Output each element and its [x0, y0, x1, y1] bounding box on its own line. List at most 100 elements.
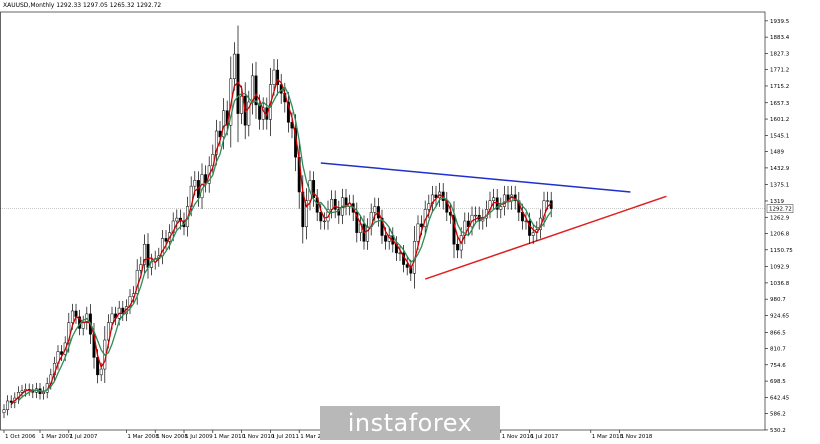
y-tick-label: 1601.2 [770, 117, 789, 123]
candle-body [222, 110, 226, 138]
candle-body [2, 409, 6, 413]
candle-body [384, 235, 388, 242]
price-label-box [766, 204, 794, 213]
candle-body [9, 400, 13, 403]
y-tick-label: 1827.3 [770, 51, 790, 57]
x-tick-label: 1 Mar 2008 [127, 434, 159, 440]
candle-body [333, 198, 337, 210]
candle-body [456, 243, 460, 251]
candle-body [6, 400, 10, 410]
y-tick-label: 1036.8 [770, 281, 790, 287]
candle-body [254, 75, 258, 106]
candle-body [261, 107, 265, 120]
candle-body [492, 197, 496, 201]
y-tick-label: 1432.9 [770, 166, 790, 172]
y-tick-label: 1262.9 [770, 215, 790, 221]
candle-body [546, 200, 550, 202]
candle-body [42, 392, 46, 394]
candle-body [232, 53, 236, 80]
y-tick-label: 1771.2 [770, 68, 789, 74]
candle-body [20, 390, 24, 393]
x-tick-label: 1 Oct 2006 [5, 434, 36, 440]
candle-body [247, 101, 251, 126]
candle-body [312, 180, 316, 199]
watermark-text: instaforex [347, 409, 473, 437]
x-tick-label: 1 Nov 2016 [502, 434, 534, 440]
candle-body [427, 203, 431, 210]
y-tick-label: 1883.4 [770, 35, 790, 41]
x-tick-label: 1 Jul 2009 [185, 434, 213, 440]
candle-body [398, 252, 402, 254]
x-tick-label: 1 Mar 2018 [592, 434, 624, 440]
y-tick-label: 1657.3 [770, 101, 790, 107]
candle-body [139, 264, 143, 271]
candle-body [106, 322, 110, 341]
candle-body [214, 130, 218, 155]
y-tick-label: 530.2 [770, 428, 786, 434]
y-tick-label: 1545.1 [770, 133, 789, 139]
candle-body [142, 243, 146, 265]
y-tick-label: 1715.2 [770, 84, 789, 90]
candle-body [81, 322, 85, 329]
candle-body [337, 209, 341, 216]
candle-body [330, 198, 334, 210]
ma-slow-line [10, 78, 552, 405]
candle-body [272, 69, 276, 85]
candle-body [502, 194, 506, 207]
candle-body [110, 313, 114, 323]
candle-body [200, 174, 204, 199]
candle-body [531, 232, 535, 236]
chart-header: XAUUSD,Monthly 1292.33 1297.05 1265.32 1… [3, 2, 162, 9]
candle-body [276, 69, 280, 85]
candle-body [286, 101, 290, 123]
candle-body [70, 310, 74, 323]
candle-body [416, 223, 420, 242]
x-tick-label: 1 Jul 2017 [531, 434, 559, 440]
y-tick-label: 754.6 [770, 363, 786, 369]
candle-body [258, 104, 262, 120]
candle-body [380, 217, 384, 236]
ma-fast-line [17, 85, 552, 402]
candle-body [240, 95, 244, 114]
candle-body [146, 243, 150, 268]
y-tick-label: 866.5 [770, 330, 786, 336]
y-tick-label: 924.65 [770, 313, 790, 319]
y-tick-label: 642.45 [770, 395, 790, 401]
y-tick-label: 810.7 [770, 347, 786, 353]
candle-body [319, 212, 323, 222]
candle-body [355, 212, 359, 233]
y-tick-label: 586.2 [770, 412, 786, 418]
x-tick-label: 1 Mar 2010 [214, 434, 246, 440]
x-tick-label: 1 Nov 2010 [243, 434, 275, 440]
resistance-trendline [320, 162, 631, 193]
y-tick-label: 1375.1 [770, 183, 789, 189]
candle-body [405, 264, 409, 268]
candle-body [304, 200, 308, 228]
candle-body [74, 310, 78, 318]
x-tick-label: 1 Jul 2007 [70, 434, 98, 440]
support-trendline [424, 195, 667, 280]
y-tick-label: 698.5 [770, 379, 786, 385]
axes: 530.2 586.2 642.45 698.5 754.6 810.7 866.5 924.… [0, 11, 794, 440]
candle-body [474, 214, 478, 217]
candle-body [499, 206, 503, 210]
x-tick-label: 1 Mar 2012 [300, 434, 331, 440]
y-tick-label: 1206.8 [770, 232, 790, 238]
y-tick-label: 1939.5 [770, 19, 790, 25]
candles [2, 25, 553, 419]
candle-body [193, 180, 197, 187]
y-tick-label: 980.7 [770, 297, 786, 303]
y-tick-label: 1319 [770, 199, 784, 205]
y-tick-label: 1150.75 [770, 248, 793, 254]
x-tick-label: 1 Jul 2011 [271, 434, 299, 440]
price-label: 1292.72 [769, 207, 792, 213]
y-tick-label: 1092.9 [770, 265, 790, 271]
candle-body [322, 220, 326, 223]
y-tick-label: 1489 [770, 150, 784, 156]
candle-body [164, 238, 168, 242]
x-tick-label: 1 Nov 2018 [621, 434, 653, 440]
candle-body [175, 217, 179, 222]
trendlines [320, 162, 667, 280]
